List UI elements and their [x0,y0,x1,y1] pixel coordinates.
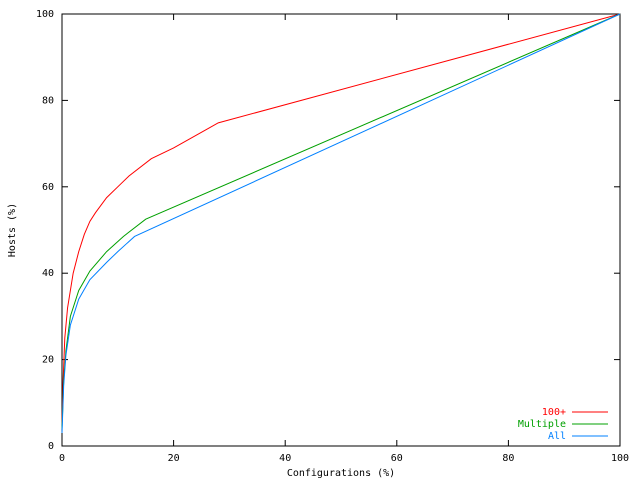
legend-label: All [548,431,566,442]
series-line [61,13,621,429]
y-axis-label: Hosts (%) [7,203,18,257]
x-tick-label: 80 [502,453,514,464]
legend-label: 100+ [542,407,566,418]
y-tick-label: 80 [42,95,54,106]
plot-frame [61,13,621,447]
x-tick-label: 60 [391,453,403,464]
legend-label: Multiple [518,419,566,430]
x-axis-label: Configurations (%) [287,468,395,479]
x-tick-label: 100 [611,453,629,464]
series-line [61,13,621,425]
y-tick-label: 100 [36,9,54,20]
x-tick-label: 40 [279,453,291,464]
x-tick-label: 0 [59,453,65,464]
x-tick-label: 20 [168,453,180,464]
y-tick-label: 0 [48,441,54,452]
y-tick-label: 20 [42,355,54,366]
y-tick-label: 60 [42,182,54,193]
series-line [61,13,621,434]
y-tick-label: 40 [42,268,54,279]
